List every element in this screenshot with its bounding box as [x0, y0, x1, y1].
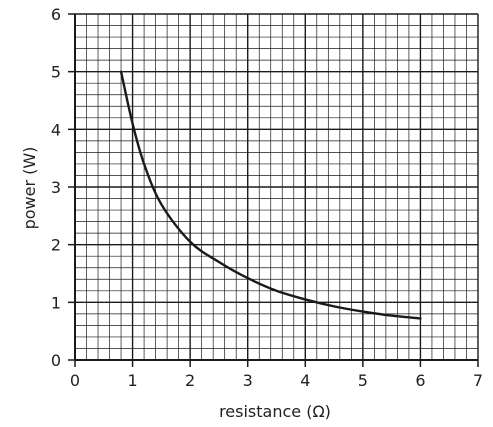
ticks: 0 1 2 3 4 5 6 7 0 1 2 3 4 5 6: [51, 5, 483, 390]
power-curve-line: [119, 70, 422, 320]
x-axis-label: resistance (Ω): [219, 402, 331, 421]
x-tick-label: 7: [473, 371, 483, 390]
x-tick-label: 3: [243, 371, 253, 390]
y-tick-label: 6: [51, 5, 61, 24]
x-tick-label: 6: [415, 371, 425, 390]
y-tick-label: 0: [51, 351, 61, 370]
y-tick-label: 1: [51, 293, 61, 312]
curve-layer: [119, 70, 422, 320]
y-axis-label: power (W): [20, 147, 39, 230]
grid: [74, 13, 479, 361]
x-tick-label: 5: [358, 371, 368, 390]
x-tick-label: 1: [127, 371, 137, 390]
y-tick-label: 5: [51, 63, 61, 82]
y-tick-label: 3: [51, 178, 61, 197]
y-tick-label: 2: [51, 236, 61, 255]
x-tick-label: 2: [185, 371, 195, 390]
y-tick-label: 4: [51, 120, 61, 139]
x-tick-label: 0: [70, 371, 80, 390]
x-tick-label: 4: [300, 371, 310, 390]
